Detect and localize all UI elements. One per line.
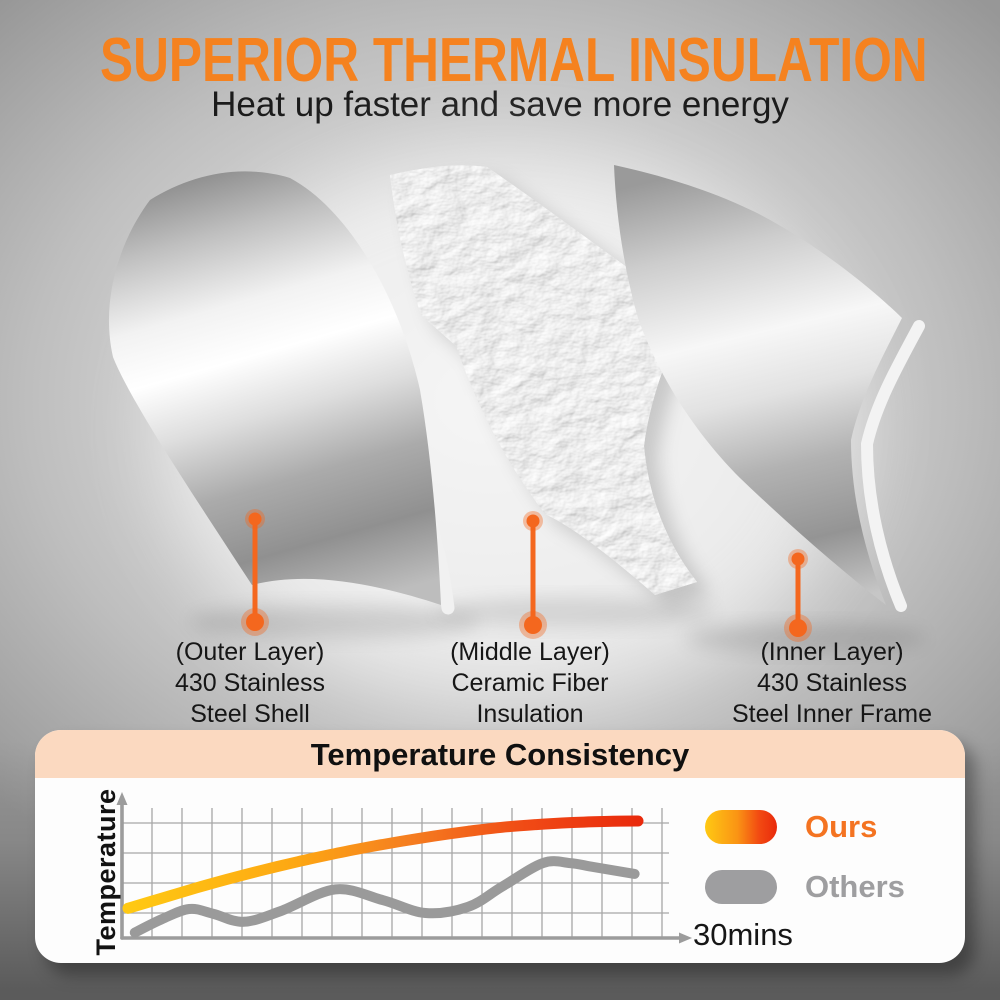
legend-label-ours: Ours (805, 809, 878, 844)
x-axis-label: 30mins (693, 917, 793, 952)
label-line: 430 Stainless (174, 669, 326, 697)
inner-sheet-edge-rim (860, 320, 925, 612)
chart-axes (116, 792, 692, 944)
card-title: Temperature Consistency (35, 730, 965, 778)
label-line: (Inner Layer) (760, 638, 904, 666)
pointer-middle-layer (519, 511, 547, 639)
label-line: Ceramic Fiber (451, 669, 609, 697)
legend-swatch-ours (705, 810, 777, 844)
x-axis-arrow (679, 932, 692, 944)
label-inner-layer: (Inner Layer) 430 Stainless Steel Inner … (687, 637, 977, 730)
shadow-outer-sheet (190, 605, 480, 639)
temperature-consistency-card: Temperature Consistency Te (35, 730, 965, 963)
inner-sheet-surface (614, 165, 902, 605)
label-line: Steel Shell (190, 700, 310, 728)
y-axis-label: Temperature (91, 788, 121, 956)
outer-sheet-surface (108, 171, 441, 606)
pointer-outer-layer (241, 509, 269, 636)
pointer-inner-layer (784, 549, 812, 642)
pointer-top-dot (248, 512, 262, 526)
label-line: 430 Stainless (756, 669, 908, 697)
outer-layer-sheet (108, 171, 455, 615)
y-axis-arrow (116, 792, 128, 805)
label-outer-layer: (Outer Layer) 430 Stainless Steel Shell (105, 637, 395, 730)
others-curve (129, 856, 640, 938)
pointer-top-dot (526, 514, 540, 528)
page-title: SUPERIOR THERMAL INSULATION (100, 26, 928, 95)
pointer-bottom-dot (789, 619, 807, 637)
label-line: (Outer Layer) (175, 638, 325, 666)
label-line: Insulation (476, 700, 584, 728)
middle-sheet-fiber-texture (390, 165, 697, 595)
pointer-bottom-dot (246, 613, 264, 631)
chart-grid (122, 808, 669, 938)
inner-layer-sheet (614, 165, 925, 612)
label-line: (Middle Layer) (450, 638, 610, 666)
pointer-top-dot (791, 552, 805, 566)
label-middle-layer: (Middle Layer) Ceramic Fiber Insulation (385, 637, 675, 730)
shadow-inner-sheet (685, 623, 925, 653)
legend-label-others: Others (805, 869, 905, 904)
pointer-bottom-dot (524, 616, 542, 634)
label-line: Steel Inner Frame (731, 700, 933, 728)
legend-swatch-others (705, 870, 777, 904)
shadow-middle-sheet (435, 597, 715, 627)
chart-plot (116, 792, 692, 944)
ours-curve (122, 815, 644, 914)
page-subtitle: Heat up faster and save more energy (211, 85, 789, 124)
